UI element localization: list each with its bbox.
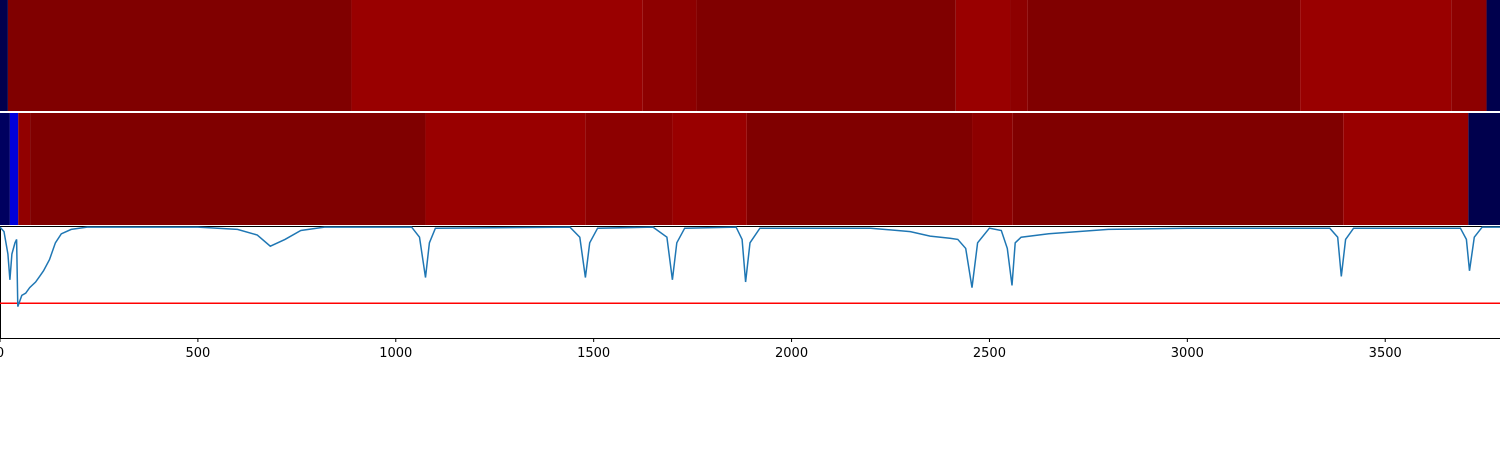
heat-cell: [7, 0, 352, 111]
heat-cell: [672, 113, 747, 225]
heat-cell: [425, 113, 586, 225]
heat-cell: [955, 0, 1011, 111]
x-tick-label: 0: [0, 346, 4, 361]
heat-cell: [1343, 113, 1469, 225]
heat-cell: [18, 113, 31, 225]
x-tick-label: 3500: [1369, 346, 1402, 361]
x-tick-label: 500: [185, 346, 210, 361]
heat-cell: [1010, 0, 1028, 111]
line-series: [0, 226, 1500, 307]
x-tick-label: 3000: [1171, 346, 1204, 361]
x-tick-label: 2500: [973, 346, 1006, 361]
heat-cell: [1451, 0, 1487, 111]
heat-cell: [1027, 0, 1301, 111]
heat-cell: [1300, 0, 1452, 111]
heat-cell: [1468, 113, 1500, 225]
heat-cell: [696, 0, 956, 111]
x-tick-label: 1500: [577, 346, 610, 361]
heat-cell: [0, 0, 8, 111]
heat-cell: [585, 113, 673, 225]
x-tick-label: 2000: [775, 346, 808, 361]
heat-cell: [30, 113, 426, 225]
x-tick-label: 1000: [379, 346, 412, 361]
heat-cell: [9, 113, 19, 225]
heat-cell: [351, 0, 643, 111]
heat-cell: [642, 0, 697, 111]
heat-cell: [746, 113, 973, 225]
heat-cell: [1012, 113, 1344, 225]
heat-cell: [0, 113, 10, 225]
heat-cell: [972, 113, 1013, 225]
heat-cell: [1486, 0, 1500, 111]
plot-frame: [0, 226, 1500, 339]
